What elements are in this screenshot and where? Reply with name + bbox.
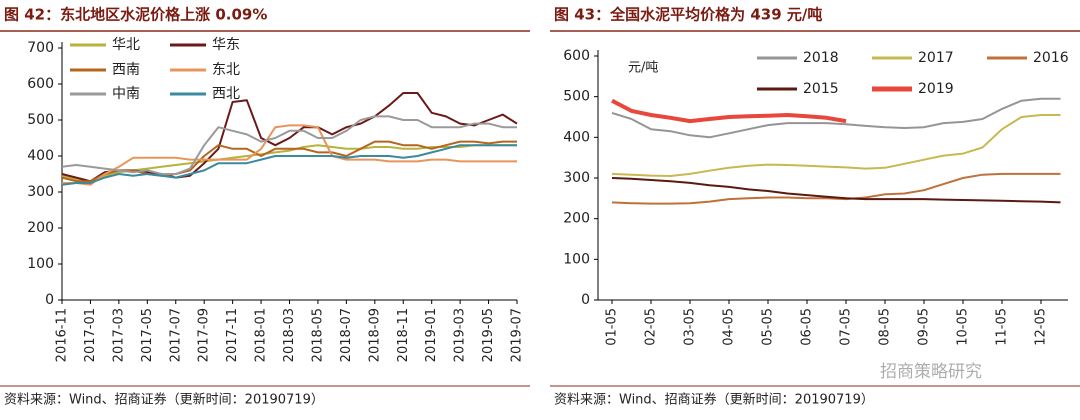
- y-tick-label: 500: [27, 112, 54, 128]
- series-line: [611, 177, 1061, 204]
- x-tick-label: 2018-09: [367, 308, 382, 362]
- x-tick-label: 2019-03: [453, 308, 468, 362]
- source: 资料来源：Wind、招商证券（更新时间：20190719）: [554, 392, 874, 408]
- y-tick-label: 500: [563, 89, 590, 105]
- legend-label: 2015: [803, 81, 839, 97]
- y-tick-label: 400: [27, 148, 54, 164]
- x-tick-label: 2017-11: [225, 308, 240, 362]
- x-tick-label: 12-05: [1034, 308, 1049, 346]
- x-tick-label: 2017-07: [168, 308, 183, 362]
- x-tick-label: 11-05: [995, 308, 1010, 346]
- x-tick-label: 07-05: [839, 308, 854, 346]
- legend-label: 2018: [803, 50, 839, 66]
- x-tick-label: 2019-05: [481, 308, 496, 362]
- legend-label: 中南: [112, 86, 140, 102]
- x-tick-label: 2018-05: [310, 308, 325, 362]
- x-tick-label: 03-05: [683, 308, 698, 346]
- x-tick-label: 2018-07: [339, 308, 354, 362]
- x-tick-label: 08-05: [878, 308, 893, 346]
- y-tick-label: 0: [581, 292, 590, 308]
- chart-title: 图 42：东北地区水泥价格上涨 0.09%: [4, 6, 267, 24]
- watermark: 招商策略研究: [880, 362, 982, 382]
- series-line: [611, 172, 1061, 205]
- y-tick-label: 700: [27, 40, 54, 56]
- x-tick-label: 09-05: [917, 308, 932, 346]
- x-tick-label: 02-05: [644, 308, 659, 346]
- x-tick-label: 04-05: [722, 308, 737, 346]
- x-tick-label: 06-05: [800, 308, 815, 346]
- chart-title: 图 43：全国水泥平均价格为 439 元/吨: [554, 6, 822, 24]
- series-line: [611, 98, 847, 124]
- y-tick-label: 600: [563, 48, 590, 64]
- y-tick-label: 200: [27, 220, 54, 236]
- legend-label: 2017: [918, 50, 954, 66]
- legend-label: 西南: [112, 62, 140, 78]
- legend-label: 西北: [212, 86, 240, 102]
- y-tick-label: 600: [27, 76, 54, 92]
- x-tick-label: 10-05: [956, 308, 971, 346]
- series-line: [61, 115, 517, 175]
- unit-label: 元/吨: [628, 61, 658, 76]
- x-tick-label: 2019-01: [424, 308, 439, 362]
- legend-label: 东北: [212, 62, 240, 78]
- x-tick-label: 2018-03: [282, 308, 297, 362]
- x-tick-label: 01-05: [605, 308, 620, 346]
- x-tick-label: 2017-03: [111, 308, 126, 362]
- x-tick-label: 2017-09: [197, 308, 212, 362]
- legend-label: 华北: [112, 37, 140, 53]
- x-tick-label: 2017-05: [140, 308, 155, 362]
- series-line: [611, 114, 1061, 177]
- x-tick-label: 2018-01: [254, 308, 269, 362]
- series-line: [62, 124, 517, 186]
- series-line: [611, 97, 1061, 139]
- x-tick-label: 2017-01: [83, 308, 98, 362]
- legend-label: 2016: [1033, 50, 1069, 66]
- legend-label: 2019: [918, 81, 954, 97]
- source: 资料来源：Wind、招商证券（更新时间：20190719）: [4, 392, 324, 408]
- y-tick-label: 400: [563, 129, 590, 145]
- y-tick-label: 300: [563, 170, 590, 186]
- x-tick-label: 05-05: [761, 308, 776, 346]
- series-line: [61, 144, 517, 186]
- y-tick-label: 200: [563, 211, 590, 227]
- legend-label: 华东: [212, 37, 240, 53]
- y-tick-label: 0: [45, 292, 54, 308]
- x-tick-label: 2016-11: [55, 308, 70, 362]
- y-tick-label: 100: [563, 251, 590, 267]
- y-tick-label: 300: [27, 184, 54, 200]
- y-tick-label: 100: [27, 256, 54, 272]
- series-line: [61, 92, 518, 183]
- x-tick-label: 2019-07: [510, 308, 525, 362]
- x-tick-label: 2018-11: [396, 308, 411, 362]
